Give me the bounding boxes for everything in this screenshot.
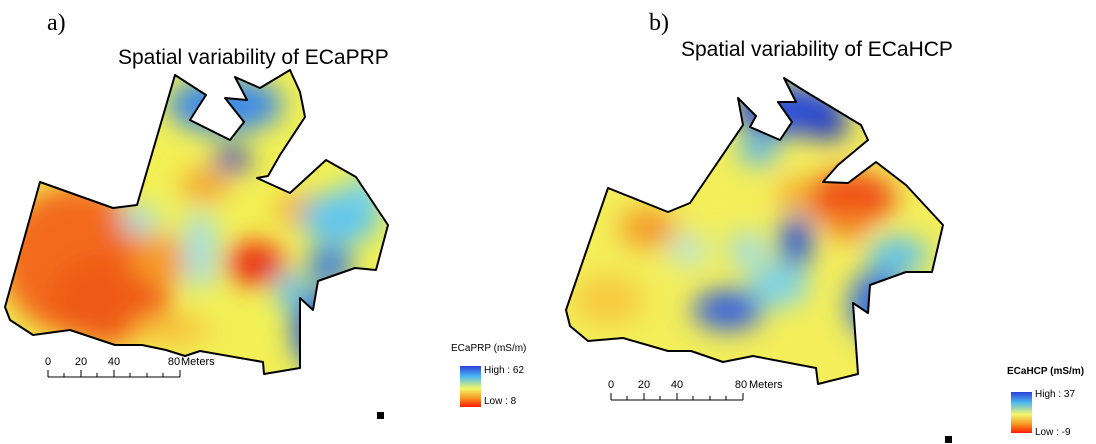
panel-label: a) [47,10,66,36]
scale-unit: Meters [181,356,215,368]
field-boundary [4,69,389,375]
scale-tick-label: 40 [107,356,121,368]
legend-high-label: High : 62 [484,365,525,376]
legend-low-label: Low : 8 [484,396,517,407]
legend-low-label: Low : -9 [1035,427,1071,438]
scale-bar [610,393,744,401]
legend-color-ramp [460,366,481,407]
scale-tick-label: 0 [44,356,52,368]
scale-tick-label: 0 [607,379,615,391]
legend-title: ECaHCP (mS/m) [1007,366,1085,377]
scale-tick-label: 80 [734,379,748,391]
scale-tick-label: 80 [167,356,181,368]
ecaprp-map [4,69,389,378]
legend-high-label: High : 37 [1035,389,1076,400]
panel-b: b) Spatial variability of ECaHCP [548,0,1096,444]
scale-tick-label: 40 [670,379,684,391]
map-title: Spatial variability of ECaPRP [118,46,389,69]
ecahcp-map [565,77,944,401]
panel-a: a) Spatial variability of ECaPRP [4,10,527,419]
map-title: Spatial variability of ECaHCP [681,38,953,61]
panel-label: b) [649,10,669,36]
legend-color-ramp [1011,392,1032,433]
legend-title: ECaPRP (mS/m) [451,343,527,354]
scale-tick-label: 20 [74,356,88,368]
marker-square [377,412,384,419]
scale-bar [47,370,181,378]
marker-square [945,436,952,443]
field-boundary [565,77,944,385]
scale-unit: Meters [749,379,783,391]
scale-tick-label: 20 [637,379,651,391]
